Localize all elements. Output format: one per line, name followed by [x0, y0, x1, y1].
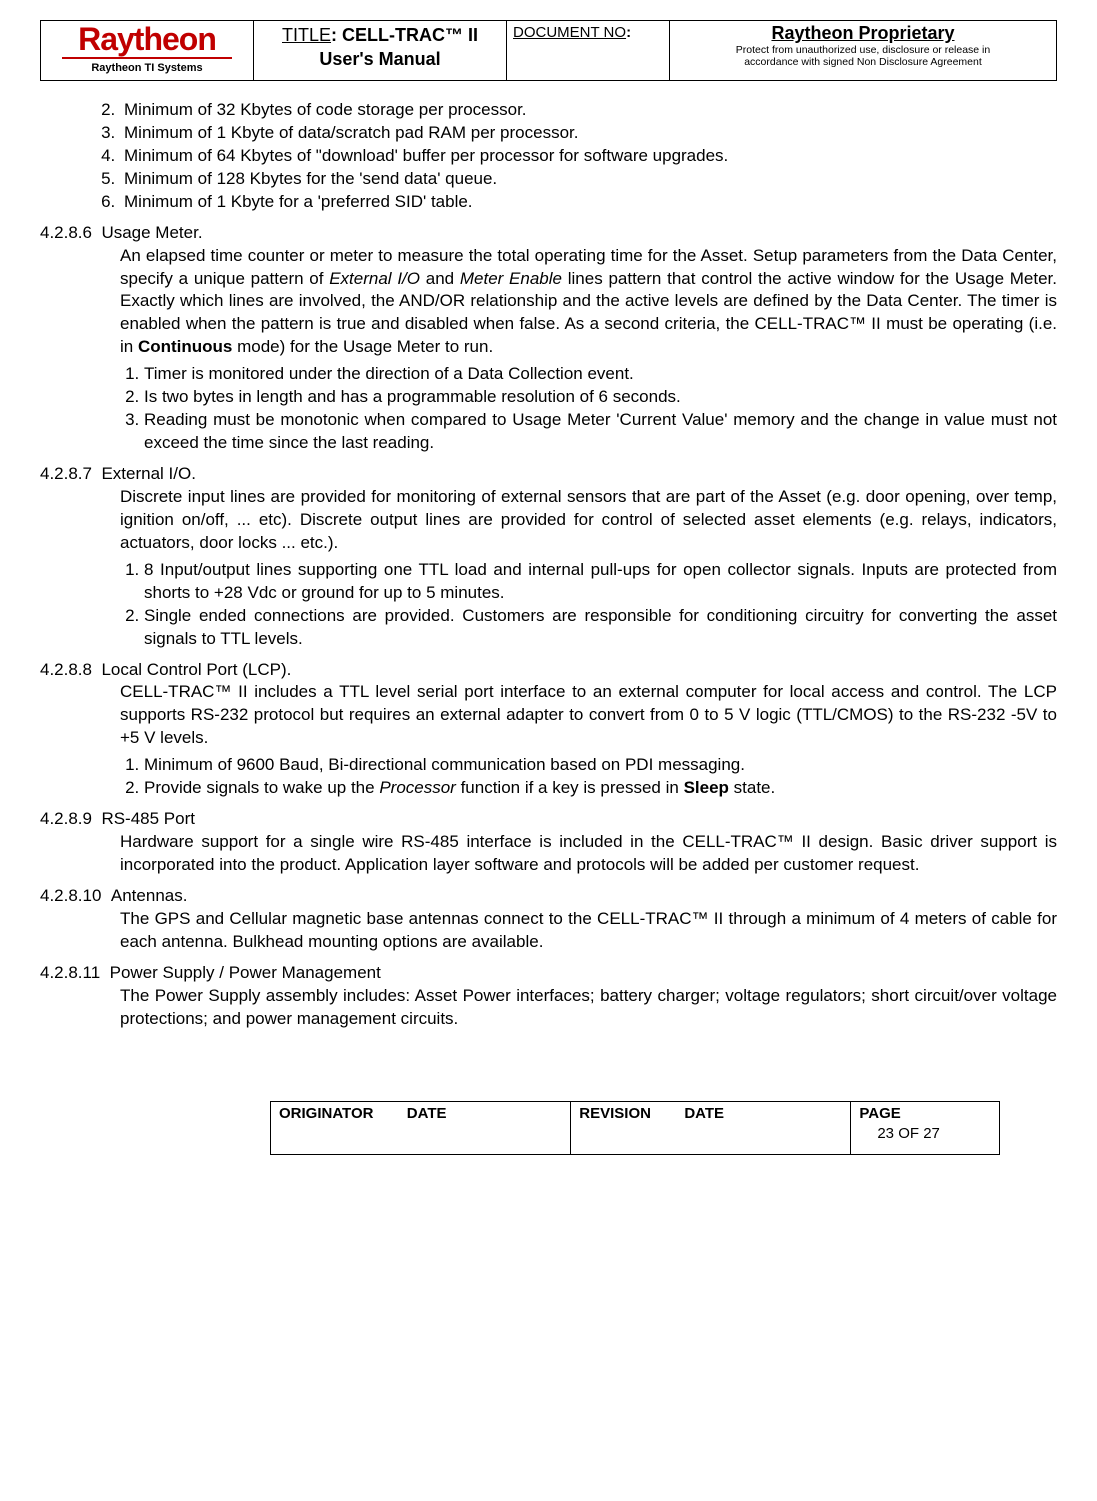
list-item: Is two bytes in length and has a program… [144, 386, 1057, 409]
revision-label: REVISION [579, 1105, 651, 1122]
footer-page-cell: PAGE 23 OF 27 [851, 1101, 1000, 1155]
list-item: 8 Input/output lines supporting one TTL … [144, 559, 1057, 605]
date-label-2: DATE [684, 1105, 724, 1122]
section-heading: 4.2.8.11 Power Supply / Power Management [40, 962, 1057, 985]
section-number: 4.2.8.6 [40, 222, 101, 245]
title-value-1: CELL-TRAC™ II [342, 25, 478, 45]
list-item: Minimum of 9600 Baud, Bi-directional com… [144, 754, 1057, 777]
logo-cell: Raytheon Raytheon TI Systems [41, 21, 254, 81]
section-title: Usage Meter. [101, 223, 202, 242]
proprietary-title: Raytheon Proprietary [676, 23, 1050, 44]
section-body: An elapsed time counter or meter to meas… [120, 245, 1057, 360]
section-heading: 4.2.8.7 External I/O. [40, 463, 1057, 486]
top-numbered-list: Minimum of 32 Kbytes of code storage per… [120, 99, 1057, 214]
section-title: Power Supply / Power Management [110, 963, 381, 982]
content: Minimum of 32 Kbytes of code storage per… [40, 99, 1057, 1031]
date-label-1: DATE [407, 1105, 447, 1122]
section-body: Hardware support for a single wire RS-48… [120, 831, 1057, 877]
logo-sub: Raytheon TI Systems [62, 57, 232, 76]
page-value: 23 OF 27 [859, 1124, 991, 1144]
originator-label: ORIGINATOR [279, 1105, 373, 1122]
list-item: Minimum of 64 Kbytes of "download' buffe… [120, 145, 1057, 168]
sections-container: 4.2.8.6 Usage Meter.An elapsed time coun… [40, 222, 1057, 1031]
footer-revision-cell: REVISION DATE [571, 1101, 851, 1155]
section-number: 4.2.8.8 [40, 659, 101, 682]
section-sublist: 8 Input/output lines supporting one TTL … [120, 559, 1057, 651]
section-sublist: Minimum of 9600 Baud, Bi-directional com… [120, 754, 1057, 800]
list-item: Minimum of 1 Kbyte for a 'preferred SID'… [120, 191, 1057, 214]
section-heading: 4.2.8.9 RS-485 Port [40, 808, 1057, 831]
title-cell: TITLE: CELL-TRAC™ II User's Manual [254, 21, 507, 81]
section-heading: 4.2.8.6 Usage Meter. [40, 222, 1057, 245]
page-label: PAGE [859, 1105, 900, 1122]
docno-cell: DOCUMENT NO: [507, 21, 670, 81]
section-title: Antennas. [111, 886, 188, 905]
list-item: Timer is monitored under the direction o… [144, 363, 1057, 386]
section-heading: 4.2.8.8 Local Control Port (LCP). [40, 659, 1057, 682]
proprietary-line2: accordance with signed Non Disclosure Ag… [744, 56, 982, 68]
logo-main: Raytheon [47, 23, 247, 55]
list-item: Single ended connections are provided. C… [144, 605, 1057, 651]
section-title: Local Control Port (LCP). [101, 660, 291, 679]
title-label: TITLE [282, 25, 331, 45]
docno-label: DOCUMENT NO [513, 24, 626, 41]
header-table: Raytheon Raytheon TI Systems TITLE: CELL… [40, 20, 1057, 81]
section-title: External I/O. [101, 464, 195, 483]
list-item: Minimum of 1 Kbyte of data/scratch pad R… [120, 122, 1057, 145]
list-item: Minimum of 32 Kbytes of code storage per… [120, 99, 1057, 122]
proprietary-line1: Protect from unauthorized use, disclosur… [736, 44, 990, 56]
section-number: 4.2.8.9 [40, 808, 101, 831]
section-heading: 4.2.8.10 Antennas. [40, 885, 1057, 908]
title-value-2: User's Manual [319, 49, 440, 69]
section-sublist: Timer is monitored under the direction o… [120, 363, 1057, 455]
list-item: Reading must be monotonic when compared … [144, 409, 1057, 455]
section-number: 4.2.8.7 [40, 463, 101, 486]
section-number: 4.2.8.11 [40, 962, 110, 985]
section-number: 4.2.8.10 [40, 885, 111, 908]
section-body: Discrete input lines are provided for mo… [120, 486, 1057, 555]
section-body: CELL-TRAC™ II includes a TTL level seria… [120, 681, 1057, 750]
footer-originator-cell: ORIGINATOR DATE [271, 1101, 571, 1155]
proprietary-cell: Raytheon Proprietary Protect from unauth… [670, 21, 1057, 81]
section-body: The GPS and Cellular magnetic base anten… [120, 908, 1057, 954]
list-item: Minimum of 128 Kbytes for the 'send data… [120, 168, 1057, 191]
section-title: RS-485 Port [101, 809, 195, 828]
section-body: The Power Supply assembly includes: Asse… [120, 985, 1057, 1031]
footer-table: ORIGINATOR DATE REVISION DATE PAGE 23 OF… [270, 1101, 1000, 1156]
list-item: Provide signals to wake up the Processor… [144, 777, 1057, 800]
